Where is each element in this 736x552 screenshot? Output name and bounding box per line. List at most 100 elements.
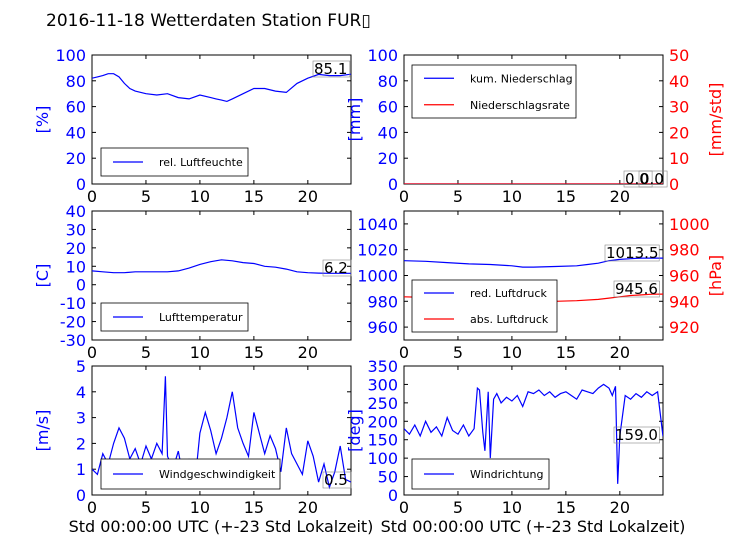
wind-speed-y-tick-label: 4 [76, 383, 86, 402]
pressure-value-annotation-box-1 [613, 280, 660, 298]
wind-direction-panel: 0 5 10 15 20050100150200250300350[deg]Windri… [345, 357, 664, 517]
wind-speed-x-tick-label: 5 [141, 498, 151, 517]
precipitation-y-tick-label-right: 10 [669, 149, 689, 168]
temperature-value-annotation-box-0 [322, 259, 352, 277]
wind-direction-y-tick-label: 350 [367, 357, 398, 376]
precipitation-y-axis-label-right: [mm/std] [706, 83, 725, 157]
precipitation-x-tick-label: 10 [502, 187, 522, 206]
temperature-value-annotation-0: 6.2 [324, 259, 348, 277]
wind-speed-value-annotation-0: 0.5 [324, 471, 348, 489]
wind-speed-y-tick-label: 1 [76, 460, 86, 479]
wind-direction-legend-label-0: Windrichtung [470, 468, 543, 481]
wind-speed-x-tick-label: 20 [298, 498, 318, 517]
wind-direction-y-tick-label: 100 [367, 449, 398, 468]
temperature-series-line-0 [92, 259, 351, 274]
humidity-y-tick-label: 20 [66, 149, 86, 168]
wind-direction-x-tick-label: 15 [556, 498, 576, 517]
temperature-y-tick-label: 20 [66, 239, 86, 258]
precipitation-y-tick-label: 80 [378, 72, 398, 91]
pressure-value-annotation-1: 945.6 [615, 280, 658, 298]
temperature-y-tick-label: -30 [60, 331, 86, 350]
precipitation-value-annotation-box-0 [623, 170, 653, 188]
humidity-y-tick-label: 60 [66, 98, 86, 117]
humidity-x-tick-label: 10 [190, 187, 210, 206]
wind-speed-x-tick-label: 10 [190, 498, 210, 517]
temperature-y-tick-label: 10 [66, 257, 86, 276]
precipitation-y-tick-label: 0 [388, 175, 398, 194]
wind-direction-y-tick-label: 200 [367, 412, 398, 431]
wind-speed-y-tick-label: 3 [76, 409, 86, 428]
humidity-value-annotation-0: 85.1 [314, 60, 347, 78]
wind-direction-y-tick-label: 50 [378, 468, 398, 487]
precipitation-x-tick-label: 0 [399, 187, 409, 206]
wind-speed-x-tick-label: 15 [244, 498, 264, 517]
temperature-y-tick-label: -20 [60, 313, 86, 332]
precipitation-y-tick-label: 60 [378, 98, 398, 117]
x-axis-label-left: Std 00:00:00 UTC (+-23 Std Lokalzeit) [69, 517, 374, 536]
precipitation-y-axis-label: [mm] [345, 98, 364, 142]
pressure-legend-label-1: abs. Luftdruck [470, 313, 549, 326]
wind-direction-y-tick-label: 300 [367, 375, 398, 394]
precipitation-y-tick-label-right: 40 [669, 72, 689, 91]
pressure-x-tick-label: 5 [453, 343, 463, 362]
temperature-x-tick-label: 15 [244, 343, 264, 362]
temperature-panel: 0 5 10 15 20-30-20-10010203040[C]Lufttempera… [33, 202, 352, 362]
pressure-y-tick-label-right: 980 [669, 241, 700, 260]
precipitation-value-annotation-box-1 [638, 170, 668, 188]
wind-speed-x-tick-label: 0 [87, 498, 97, 517]
wind-speed-y-tick-label: 5 [76, 357, 86, 376]
precipitation-legend-box [411, 64, 577, 119]
precipitation-legend-label-0: kum. Niederschlag [470, 72, 573, 85]
wind-speed-value-annotation-box-0 [322, 471, 352, 489]
wind-direction-y-axis-label: [deg] [345, 409, 364, 452]
precipitation-y-tick-label: 20 [378, 149, 398, 168]
humidity-legend-label-0: rel. Luftfeuchte [159, 156, 243, 169]
wind-direction-y-tick-label: 250 [367, 394, 398, 413]
humidity-value-annotation-box-0 [312, 60, 351, 78]
humidity-x-tick-label: 20 [298, 187, 318, 206]
precipitation-y-tick-label-right: 50 [669, 46, 689, 65]
humidity-x-tick-label: 5 [141, 187, 151, 206]
precipitation-legend-label-1: Niederschlagsrate [470, 99, 570, 112]
wind-direction-x-tick-label: 5 [453, 498, 463, 517]
humidity-y-tick-label: 0 [76, 175, 86, 194]
humidity-x-tick-label: 15 [244, 187, 264, 206]
pressure-y-tick-label: 1020 [357, 241, 398, 260]
pressure-x-tick-label: 20 [610, 343, 630, 362]
temperature-y-tick-label: 40 [66, 202, 86, 221]
pressure-x-tick-label: 15 [556, 343, 576, 362]
humidity-y-tick-label: 100 [55, 46, 86, 65]
precipitation-x-tick-label: 20 [610, 187, 630, 206]
pressure-y-tick-label: 1000 [357, 267, 398, 286]
precipitation-x-tick-label: 15 [556, 187, 576, 206]
pressure-y-tick-label-right: 940 [669, 292, 700, 311]
pressure-x-tick-label: 10 [502, 343, 522, 362]
pressure-legend-label-0: red. Luftdruck [470, 287, 547, 300]
pressure-x-tick-label: 0 [399, 343, 409, 362]
pressure-series-line-0 [404, 257, 663, 268]
precipitation-value-annotation-1: 0.0 [640, 170, 664, 188]
wind-speed-legend-label-0: Windgeschwindigkeit [159, 468, 276, 481]
wind-direction-value-annotation-box-0 [613, 426, 660, 444]
precipitation-y-tick-label: 40 [378, 123, 398, 142]
humidity-series-line-0 [92, 73, 351, 103]
wind-direction-value-annotation-0: 159.0 [615, 426, 658, 444]
pressure-y-tick-label: 960 [367, 318, 398, 337]
temperature-x-tick-label: 5 [141, 343, 151, 362]
pressure-y-tick-label-right: 960 [669, 267, 700, 286]
temperature-legend-label-0: Lufttemperatur [159, 311, 243, 324]
wind-speed-series-line-0 [92, 376, 351, 490]
wind-direction-x-tick-label: 0 [399, 498, 409, 517]
humidity-y-tick-label: 40 [66, 123, 86, 142]
pressure-legend-box [411, 279, 558, 333]
pressure-y-tick-label-right: 920 [669, 318, 700, 337]
pressure-y-tick-label: 1040 [357, 215, 398, 234]
pressure-y-tick-label-right: 1000 [669, 215, 710, 234]
pressure-value-annotation-0: 1013.5 [606, 244, 659, 262]
humidity-x-tick-label: 0 [87, 187, 97, 206]
humidity-y-axis-label: [%] [33, 106, 52, 134]
temperature-x-tick-label: 10 [190, 343, 210, 362]
